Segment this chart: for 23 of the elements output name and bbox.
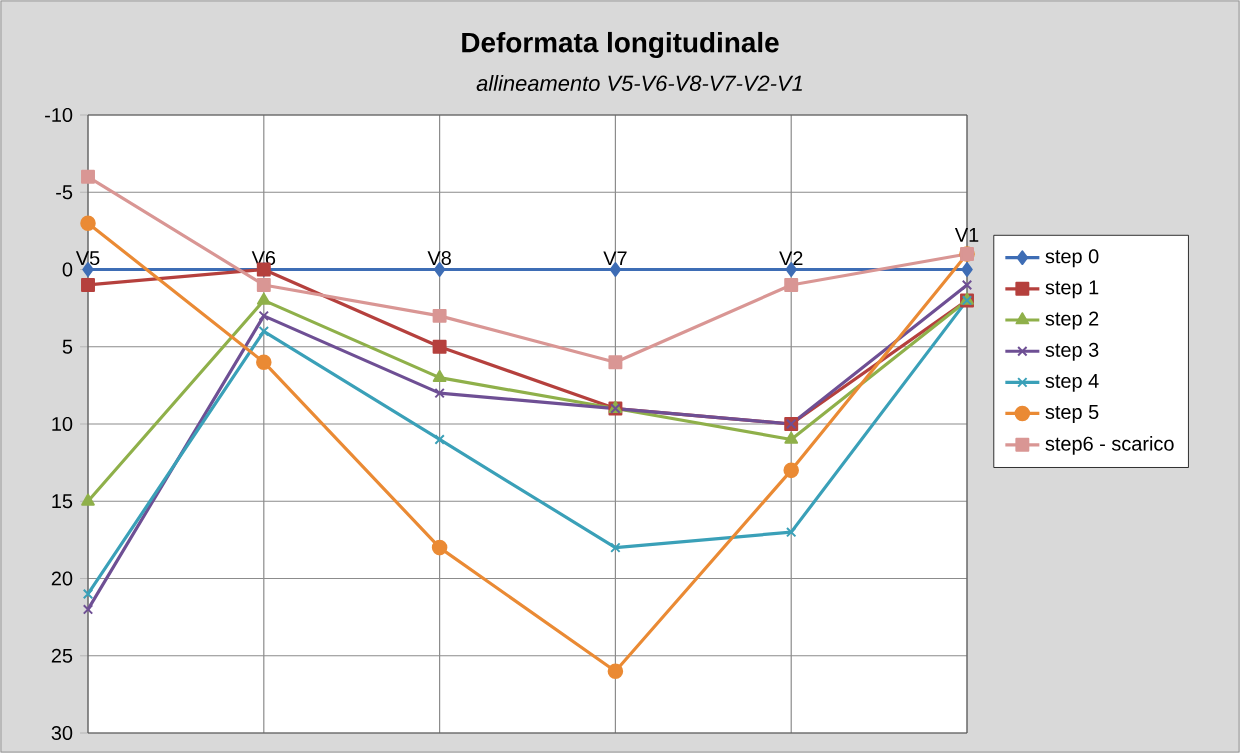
y-tick-label: 20 (51, 571, 73, 586)
y-tick-label: 15 (52, 494, 73, 509)
y-tick-label: 30 (51, 725, 73, 741)
x-tick-label: V7 (603, 251, 627, 266)
legend-label: step 0 (1045, 249, 1099, 268)
chart-subtitle: allineamento V5-V6-V8-V7-V2-V1 (476, 74, 802, 92)
legend-label: step 5 (1045, 405, 1099, 423)
y-tick-label: 0 (62, 262, 73, 277)
legend-label: step 4 (1045, 374, 1099, 392)
y-tick-label: 5 (62, 339, 73, 354)
y-tick-label: -10 (45, 107, 73, 123)
x-tick-label: V5 (75, 251, 100, 266)
y-tick-label: 10 (52, 416, 73, 432)
x-tick-label: V1 (954, 227, 979, 242)
y-tick-label: -5 (56, 185, 73, 200)
x-tick-label: V8 (427, 251, 451, 266)
legend-label: step 2 (1045, 311, 1099, 330)
chart-title: Deformata longitudinale (462, 31, 779, 59)
legend-label: step 3 (1045, 342, 1099, 361)
y-tick-label: 25 (51, 648, 73, 663)
legend-label: step6 - scarico (1045, 436, 1174, 455)
x-tick-label: V2 (779, 251, 803, 266)
legend-label: step 1 (1045, 280, 1099, 299)
